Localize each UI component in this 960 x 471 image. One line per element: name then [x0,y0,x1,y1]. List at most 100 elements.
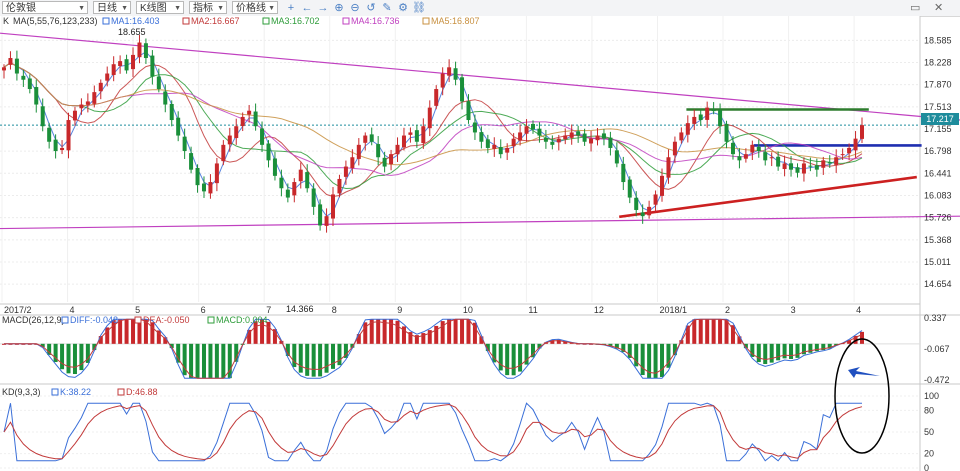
candle-body [627,179,632,198]
draw-pen-icon[interactable]: ✎ [382,2,392,14]
restore-window-icon[interactable]: ▭ [910,2,921,14]
candle-body [131,54,136,70]
candle-body [111,64,116,75]
macd-histogram-bar [105,327,110,344]
moving-average-line [3,62,863,198]
candle-body [266,143,271,161]
date-tick-label: 2 [725,305,730,315]
macd-histogram-bar [2,343,6,345]
price-tick-label: 14.654 [924,279,952,289]
macd-histogram-bar [247,329,252,344]
macd-tick-label: 0.337 [924,313,947,323]
candle-body [260,128,265,145]
candle-body [511,138,516,147]
macd-histogram-bar [492,343,497,363]
chart-type-select[interactable]: K线图 ▼ [136,1,184,14]
candle-body [253,111,258,127]
macd-tick-label: -0.472 [924,375,950,385]
chevron-down-icon: ▼ [174,5,181,12]
macd-histogram-bar [550,340,555,344]
date-tick-label: 10 [463,305,473,315]
chevron-down-icon: ▼ [121,5,128,12]
candle-body [234,126,239,139]
macd-histogram-bar [66,343,71,374]
legend-entry: MA3:16.702 [271,16,320,26]
instrument-select[interactable]: 伦敦银 ▼ [2,1,88,14]
price-tick-label: 15.011 [924,257,951,267]
candle-body [756,146,761,152]
macd-histogram-bar [40,343,45,348]
macd-histogram-bar [14,343,19,345]
macd-histogram-bar [743,343,748,349]
macd-histogram-bar [498,343,503,371]
indicator-select[interactable]: 指标 ▼ [189,1,227,14]
arrow-left-icon[interactable]: ← [301,2,313,14]
price-line-select[interactable]: 价格线 ▼ [232,1,278,14]
zoom-in-icon[interactable]: ⊕ [334,2,344,14]
candle-body [466,101,471,121]
candle-body [808,165,813,167]
macd-histogram-bar [195,343,200,379]
date-tick-label: 6 [201,305,206,315]
toolbar: 伦敦银 ▼ 日线 ▼ K线图 ▼ 指标 ▼ 价格线 ▼ + ← → ⊕ ⊖ ↺ ✎ ⚙ ⛓… [0,0,960,17]
candle-body [356,144,361,159]
macd-histogram-bar [189,343,194,379]
period-select[interactable]: 日线 ▼ [93,1,131,14]
macd-histogram-bar [737,336,742,344]
macd-histogram-bar [92,343,97,351]
candle-body [343,166,348,177]
crosshair-icon[interactable]: + [287,2,295,14]
price-tick-label: 18.228 [924,57,952,67]
macd-histogram-bar [305,343,310,376]
macd-histogram-bar [434,325,439,344]
arrow-right-icon[interactable]: → [317,2,329,14]
macd-histogram-bar [440,321,445,344]
trendline [0,32,960,121]
macd-histogram-bar [718,319,723,344]
candle-body [369,134,374,142]
macd-histogram-bar [756,343,761,363]
legend-entry: MA5:16.807 [431,16,480,26]
candle-body [8,58,13,65]
macd-histogram-bar [324,343,329,373]
link-icon[interactable]: ⛓ [412,2,426,14]
date-tick-label: 3 [791,305,796,315]
candle-body [576,131,581,136]
candle-body [182,136,187,152]
macd-histogram-bar [382,319,387,344]
price-tick-label: 16.441 [924,168,952,178]
reset-icon[interactable]: ↺ [366,2,376,14]
candle-body [389,154,394,165]
legend-entry: MA4:16.736 [351,16,400,26]
zoom-out-icon[interactable]: ⊖ [350,2,360,14]
macd-histogram-bar [505,343,510,376]
indicator-select-label: 指标 [193,3,213,14]
date-tick-label: 5 [135,305,140,315]
legend-entry: DEA:-0.050 [143,315,190,325]
date-tick-label: 8 [332,305,337,315]
candle-body [60,147,65,151]
settings-icon[interactable]: ⚙ [398,2,408,14]
candle-body [589,138,594,144]
candle-body [79,104,84,109]
kd-tick-label: 20 [924,449,934,459]
candle-body [324,216,329,226]
candle-body [124,59,129,71]
macd-histogram-bar [453,319,458,344]
candle-body [40,106,45,127]
close-window-icon[interactable]: ✕ [934,2,944,14]
macd-histogram-bar [537,343,542,349]
macd-histogram-bar [234,343,239,362]
macd-histogram-bar [608,343,613,347]
candle-body [318,204,323,226]
moving-average-line [3,62,863,166]
macd-histogram-bar [685,325,690,344]
price-tick-label: 16.083 [924,191,952,201]
macd-histogram-bar [21,343,26,345]
macd-histogram-bar [821,343,826,351]
price-tick-label: 16.798 [924,146,952,156]
candle-body [66,120,71,151]
macd-histogram-bar [827,343,832,349]
macd-histogram-bar [556,339,561,344]
macd-histogram-bar [485,343,490,352]
